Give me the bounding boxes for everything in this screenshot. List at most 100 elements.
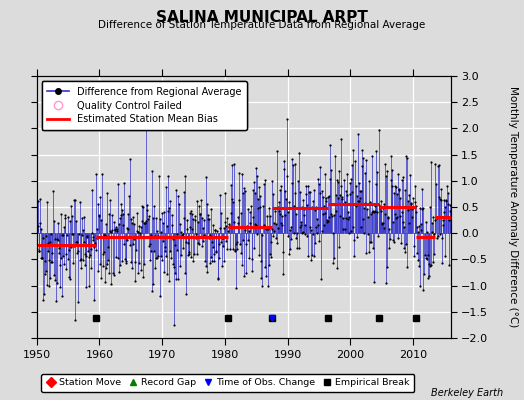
Point <box>416 204 424 211</box>
Legend: Difference from Regional Average, Quality Control Failed, Estimated Station Mean: Difference from Regional Average, Qualit… <box>41 81 247 130</box>
Point <box>236 240 244 247</box>
Point <box>32 227 41 234</box>
Point <box>159 209 168 216</box>
Point <box>443 183 451 190</box>
Point <box>59 253 68 259</box>
Point <box>225 221 233 227</box>
Point <box>184 248 193 255</box>
Point <box>63 232 71 238</box>
Point <box>84 248 93 255</box>
Point <box>62 266 70 272</box>
Point <box>54 245 63 251</box>
Point <box>161 253 170 260</box>
Point <box>261 264 269 270</box>
Point <box>368 244 377 251</box>
Point <box>274 204 282 210</box>
Point <box>386 153 395 160</box>
Point <box>323 217 331 223</box>
Point <box>247 256 256 262</box>
Point <box>110 272 118 279</box>
Point <box>331 153 340 159</box>
Point <box>429 259 437 265</box>
Point <box>157 210 166 216</box>
Point <box>143 202 151 208</box>
Point <box>102 265 110 271</box>
Point <box>138 204 147 210</box>
Point <box>82 253 90 259</box>
Point <box>141 219 149 226</box>
Point <box>432 234 441 241</box>
Point <box>405 220 413 226</box>
Point <box>99 263 107 269</box>
Point <box>97 217 106 224</box>
Point <box>107 229 116 235</box>
Point <box>351 158 359 164</box>
Point <box>219 235 227 241</box>
Point <box>128 220 137 227</box>
Point <box>222 223 231 229</box>
Point <box>394 170 402 177</box>
Point <box>396 194 405 201</box>
Point <box>215 240 223 247</box>
Point <box>217 235 226 241</box>
Point <box>378 205 387 211</box>
Point <box>439 216 447 223</box>
Point <box>245 228 254 234</box>
Point <box>299 197 308 204</box>
Point <box>350 252 358 259</box>
Point <box>402 153 410 160</box>
Point <box>151 255 160 261</box>
Point <box>85 282 93 289</box>
Point <box>399 174 407 180</box>
Point <box>419 205 427 211</box>
Point <box>442 197 450 203</box>
Point <box>132 247 140 254</box>
Point <box>249 245 258 252</box>
Point <box>132 278 140 284</box>
Point <box>345 214 353 220</box>
Point <box>375 203 384 210</box>
Point <box>183 226 191 232</box>
Point <box>156 292 164 299</box>
Point <box>152 255 161 262</box>
Point <box>418 186 427 192</box>
Point <box>89 234 97 240</box>
Point <box>194 240 202 246</box>
Point <box>331 201 339 207</box>
Point <box>191 217 199 223</box>
Point <box>204 216 212 223</box>
Point <box>196 211 204 217</box>
Point <box>46 275 54 281</box>
Point <box>287 224 295 230</box>
Point <box>273 148 281 155</box>
Point <box>319 194 328 200</box>
Point <box>292 235 300 241</box>
Point <box>34 198 42 204</box>
Point <box>359 230 368 236</box>
Point <box>100 249 108 255</box>
Point <box>341 226 349 232</box>
Point <box>61 215 70 221</box>
Point <box>38 255 47 261</box>
Point <box>93 226 101 232</box>
Point <box>194 240 203 247</box>
Point <box>301 222 310 228</box>
Point <box>134 229 143 236</box>
Point <box>36 196 44 202</box>
Point <box>118 206 127 213</box>
Point <box>406 172 414 178</box>
Point <box>440 196 448 203</box>
Point <box>336 192 344 198</box>
Point <box>300 206 308 213</box>
Point <box>42 282 51 289</box>
Point <box>433 215 441 222</box>
Point <box>349 224 357 230</box>
Point <box>380 201 388 207</box>
Point <box>155 172 163 179</box>
Point <box>315 238 324 244</box>
Point <box>411 199 419 205</box>
Point <box>202 263 210 270</box>
Point <box>187 254 195 260</box>
Point <box>247 203 255 210</box>
Point <box>342 187 351 194</box>
